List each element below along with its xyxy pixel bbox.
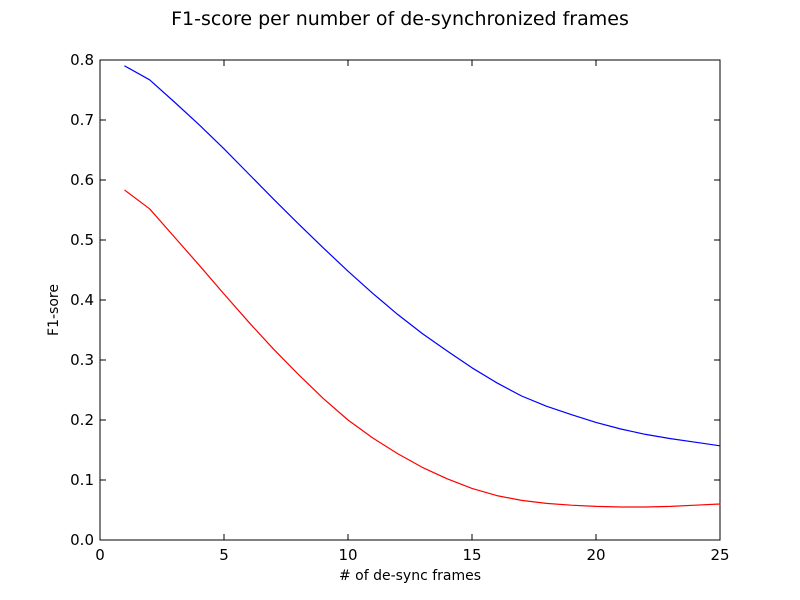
- series-line-1: [124, 65, 721, 447]
- x-tick-label: 15: [462, 546, 481, 564]
- y-tick-label: 0.8: [70, 51, 94, 69]
- y-tick-label: 0.2: [70, 411, 94, 429]
- series-line-2: [124, 189, 721, 508]
- y-axis-label: F1-sore: [46, 284, 62, 336]
- plot-area-frame: [99, 59, 721, 541]
- y-tick-label: 0.3: [70, 351, 94, 369]
- y-tick-label: 0.4: [70, 291, 94, 309]
- x-axis-label: # of de-sync frames: [338, 568, 482, 584]
- x-tick-label: 25: [710, 546, 729, 564]
- y-tick-label: 0.7: [70, 111, 94, 129]
- x-tick-label: 0: [95, 546, 105, 564]
- x-tick-label: 5: [219, 546, 229, 564]
- y-tick-label: 0.5: [70, 231, 94, 249]
- x-tick-label: 20: [586, 546, 605, 564]
- y-tick-label: 0.0: [70, 531, 94, 549]
- series-lines: [124, 65, 721, 508]
- y-tick-label: 0.6: [70, 171, 94, 189]
- x-tick-label: 10: [338, 546, 357, 564]
- axis-ticks: 0 5 10 15 20 25 0.0 0.1 0.2 0.3 0.4 0.5 0.6 0.7 0.8: [70, 51, 729, 564]
- chart-title: F1-score per number of de-synchronized f…: [171, 8, 629, 30]
- y-tick-label: 0.1: [70, 471, 94, 489]
